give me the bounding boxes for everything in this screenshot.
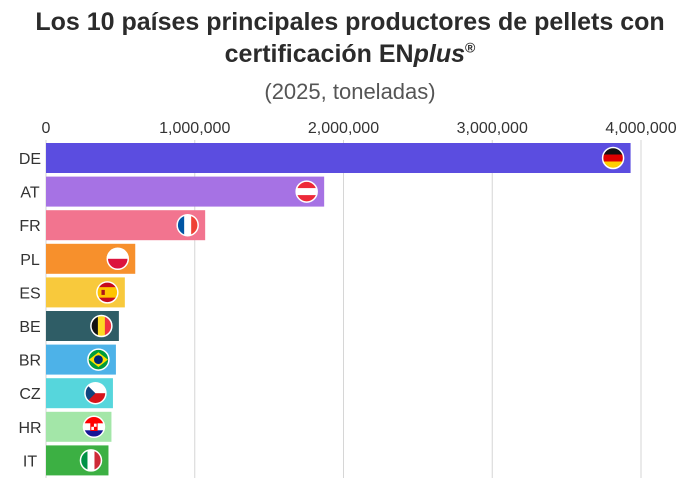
y-category-label: PL [20, 252, 40, 269]
y-category-label: ES [19, 285, 40, 302]
belgium-flag-icon [90, 314, 113, 338]
italy-flag-icon [79, 449, 103, 472]
bar-at [46, 176, 325, 207]
y-category-label: HR [18, 420, 41, 437]
y-category-label: FR [19, 218, 40, 235]
x-tick-label: 4,000,000 [605, 120, 676, 137]
y-category-label: IT [23, 453, 37, 470]
chart-title-brand-italic: plus [413, 40, 466, 68]
croatia-flag-icon [82, 415, 106, 439]
germany-flag-icon [601, 146, 625, 170]
poland-flag-icon [106, 247, 129, 271]
x-tick-label: 1,000,000 [159, 120, 230, 137]
registered-mark: ® [465, 39, 476, 56]
france-flag-icon [176, 213, 199, 237]
y-category-label: AT [20, 185, 39, 202]
chart-title-line2: certificación ENplus® [0, 38, 700, 70]
x-tick-label: 0 [42, 120, 51, 137]
y-category-label: BR [19, 353, 41, 370]
x-tick-label: 3,000,000 [457, 120, 528, 137]
czechia-flag-icon [84, 381, 107, 405]
x-tick-label: 2,000,000 [308, 120, 379, 137]
y-category-label: BE [19, 319, 40, 336]
austria-flag-icon [295, 180, 318, 203]
chart-title-line2-text: certificación EN [224, 40, 414, 68]
brazil-flag-icon [87, 348, 110, 371]
chart-title-line1: Los 10 países principales productores de… [35, 8, 665, 36]
bar-de [46, 143, 631, 173]
y-category-label: DE [19, 151, 41, 168]
chart-subtitle: (2025, toneladas) [264, 79, 436, 104]
y-category-label: CZ [19, 386, 41, 403]
spain-flag-icon [96, 281, 119, 304]
